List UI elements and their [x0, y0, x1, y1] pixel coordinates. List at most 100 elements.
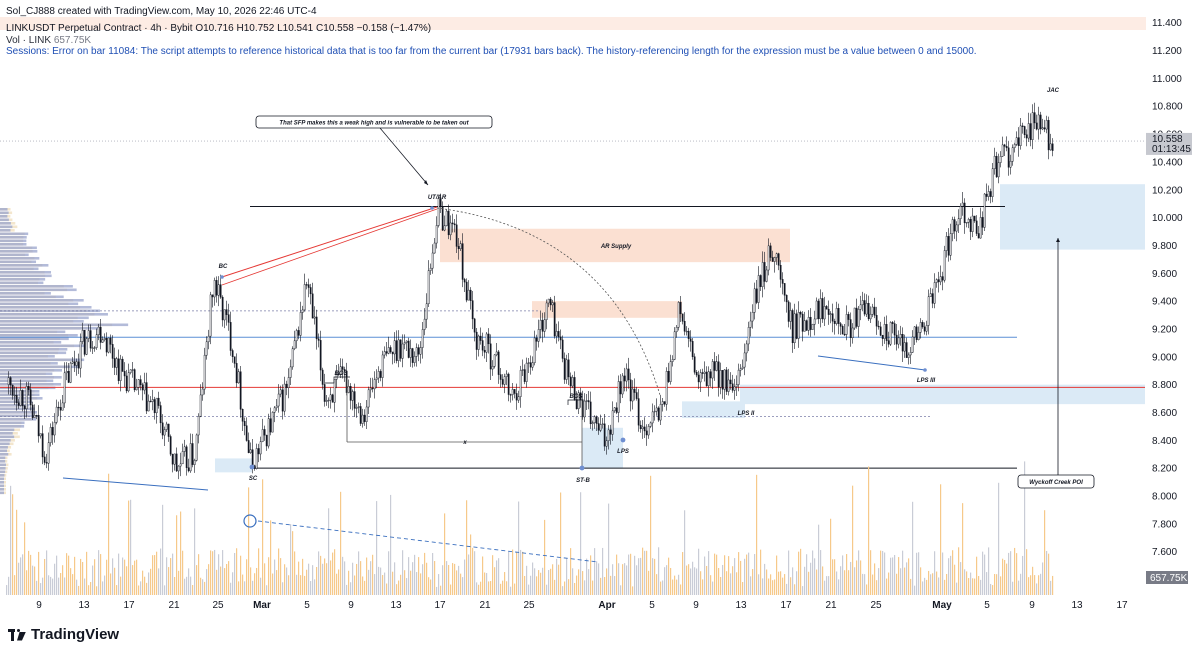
volume-bar: [14, 575, 16, 595]
candle-body: [921, 322, 924, 328]
candle-body: [1039, 114, 1042, 130]
candle-body: [1011, 147, 1014, 162]
candle-body: [779, 264, 782, 280]
profile-bar: [0, 271, 52, 274]
volume-bar: [906, 562, 908, 595]
volume-bar: [232, 572, 234, 595]
close-value: C10.558: [316, 23, 354, 34]
candle-body: [227, 314, 230, 323]
volume-bar: [318, 551, 320, 595]
candle-body: [341, 366, 344, 370]
candle-body: [1005, 146, 1008, 149]
price-tick-label: 10.400: [1152, 157, 1183, 168]
candle-body: [617, 381, 620, 413]
candle-body: [99, 326, 102, 343]
volume-bar: [758, 574, 760, 595]
volume-bar: [610, 575, 612, 595]
volume-bar: [312, 565, 314, 595]
candle-body: [677, 302, 680, 328]
volume-bar: [220, 566, 222, 595]
candle-body: [71, 361, 74, 364]
price-tick-label: 9.400: [1152, 297, 1177, 308]
volume-bar: [708, 551, 710, 595]
time-tick-label: 5: [649, 600, 655, 611]
volume-bar: [276, 570, 278, 595]
candle-body: [889, 322, 892, 345]
volume-bar: [144, 576, 146, 595]
candle-body: [785, 294, 788, 303]
sc-dot: [249, 464, 255, 470]
volume-bar: [956, 582, 958, 595]
candle-body: [831, 313, 834, 322]
profile-bar: [0, 488, 4, 491]
candle-body: [1009, 161, 1012, 168]
volume-bar: [736, 572, 738, 595]
volume-bar: [556, 558, 558, 595]
candle-body: [101, 339, 104, 343]
profile-bar: [0, 362, 58, 365]
volume-bar: [746, 554, 748, 595]
volume-bar: [294, 551, 296, 595]
volume-bar: [1004, 560, 1006, 595]
volume-bar: [534, 568, 536, 595]
profile-bar: [0, 222, 11, 225]
volume-bar: [270, 520, 272, 595]
volume-bar: [252, 580, 254, 595]
profile-bar: [0, 274, 52, 278]
volume-bar: [278, 548, 280, 595]
volume-label[interactable]: Vol · LINK: [6, 35, 52, 46]
candle-body: [609, 429, 612, 435]
volume-bar: [510, 586, 512, 595]
candle-body: [723, 369, 726, 390]
time-axis[interactable]: 9 13 17 21 25 Mar 5 9 13 17 21 25 Apr 5 9 13 17 21 25 May 5 9…: [36, 600, 1128, 611]
bc-dot: [220, 275, 224, 279]
symbol-name[interactable]: LINKUSDT Perpetual Contract · 4h · Bybit: [6, 23, 193, 34]
candle-body: [311, 293, 314, 319]
ar-supply-label: AR Supply: [600, 244, 632, 250]
candle-body: [621, 375, 624, 395]
volume-bar: [222, 550, 224, 595]
volume-bar: [402, 550, 404, 595]
candle-body: [441, 206, 444, 231]
volume-bar: [726, 571, 728, 595]
candle-body: [659, 403, 662, 421]
candle-body: [917, 332, 920, 340]
volume-bar: [258, 548, 260, 595]
volume-bar: [496, 560, 498, 595]
volume-bar: [624, 563, 626, 595]
volume-bar: [810, 562, 812, 595]
candle-body: [857, 309, 860, 327]
volume-bar: [602, 547, 604, 595]
profile-bar: [0, 404, 30, 407]
candle-body: [367, 389, 370, 408]
candle-body: [737, 369, 740, 385]
candle-body: [817, 300, 820, 320]
volume-bar: [132, 565, 134, 595]
volume-bar: [248, 487, 250, 595]
profile-bar: [0, 236, 27, 239]
volume-bar: [618, 563, 620, 595]
candle-body: [821, 298, 824, 320]
volume-bar: [952, 550, 954, 595]
candle-body: [437, 198, 440, 226]
volume-bar: [508, 551, 510, 595]
stb-label: ST-B: [576, 478, 590, 484]
volume-bar: [582, 571, 584, 595]
volume-bar: [254, 573, 256, 595]
candle-body: [301, 309, 304, 313]
volume-bar: [910, 578, 912, 595]
volume-bar: [296, 574, 298, 595]
candle-body: [443, 225, 446, 231]
volume-bar: [974, 578, 976, 595]
price-axis[interactable]: 11.40011.20011.00010.80010.60010.40010.2…: [1152, 18, 1183, 558]
volume-bar: [366, 557, 368, 595]
candle-body: [471, 300, 474, 320]
volume-bar: [614, 576, 616, 595]
volume-bar: [470, 534, 472, 595]
candle-body: [373, 379, 376, 390]
volume-bar: [30, 554, 32, 595]
volume-bar: [890, 557, 892, 595]
tradingview-logo[interactable]: TradingView: [8, 626, 119, 643]
time-tick-label: 21: [479, 600, 491, 611]
